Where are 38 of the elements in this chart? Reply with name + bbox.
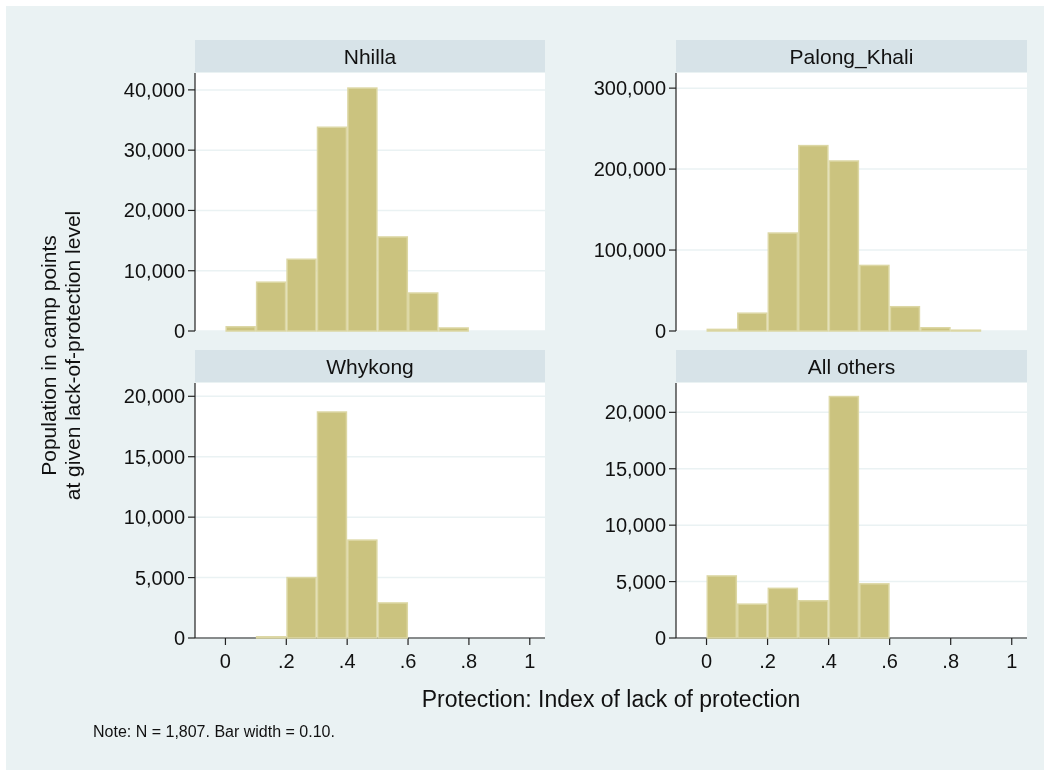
y-tick-label: 0 (654, 320, 666, 342)
y-tick-label: 15,000 (604, 457, 666, 480)
y-tick-label: 20,000 (123, 199, 185, 222)
chart-title: Whykong (326, 354, 414, 378)
y-tick-label: 200,000 (593, 158, 666, 181)
y-tick-label: 0 (173, 627, 185, 649)
text: Note: N = 1,807. Bar width = 0.10. (93, 723, 335, 740)
y-tick-label: 20,000 (123, 385, 185, 408)
x-tick-label: 0 (219, 650, 231, 672)
y-tick-label: 10,000 (123, 259, 185, 282)
y-tick-label: 30,000 (123, 139, 185, 162)
x-tick-label: .8 (942, 650, 960, 672)
y-axis-title: Population in camp points at given lack-of-protection level (37, 210, 84, 501)
x-tick-label: 0 (700, 650, 713, 672)
chart-title: Nhilla (343, 44, 397, 68)
x-tick-label: .6 (881, 650, 898, 672)
x-axis-title: Protection: Index of lack of protection (421, 686, 801, 712)
x-tick-label: .6 (399, 650, 417, 672)
y-tick-label: 0 (173, 320, 185, 342)
chart-title: Palong_Khali (789, 44, 914, 69)
y-tick-label: 10,000 (604, 514, 666, 537)
x-tick-label: 1 (1006, 650, 1018, 672)
x-tick-label: .8 (460, 650, 478, 672)
y-tick-label: 0 (654, 627, 666, 649)
x-tick-label: 1 (524, 650, 536, 672)
y-tick-label: 5,000 (134, 566, 185, 589)
y-tick-label: 10,000 (123, 506, 185, 529)
y-tick-label: 5,000 (615, 570, 666, 593)
x-tick-label: .2 (759, 650, 776, 672)
x-tick-label: .2 (277, 650, 295, 672)
y-tick-label: 40,000 (123, 78, 185, 101)
y-tick-label: 100,000 (593, 239, 666, 262)
x-tick-label: .4 (338, 650, 356, 672)
chart-title: All others (807, 354, 896, 378)
x-tick-label: .4 (820, 650, 837, 672)
y-tick-label: 20,000 (604, 401, 666, 424)
y-tick-label: 300,000 (593, 77, 666, 100)
y-tick-label: 15,000 (123, 445, 185, 468)
